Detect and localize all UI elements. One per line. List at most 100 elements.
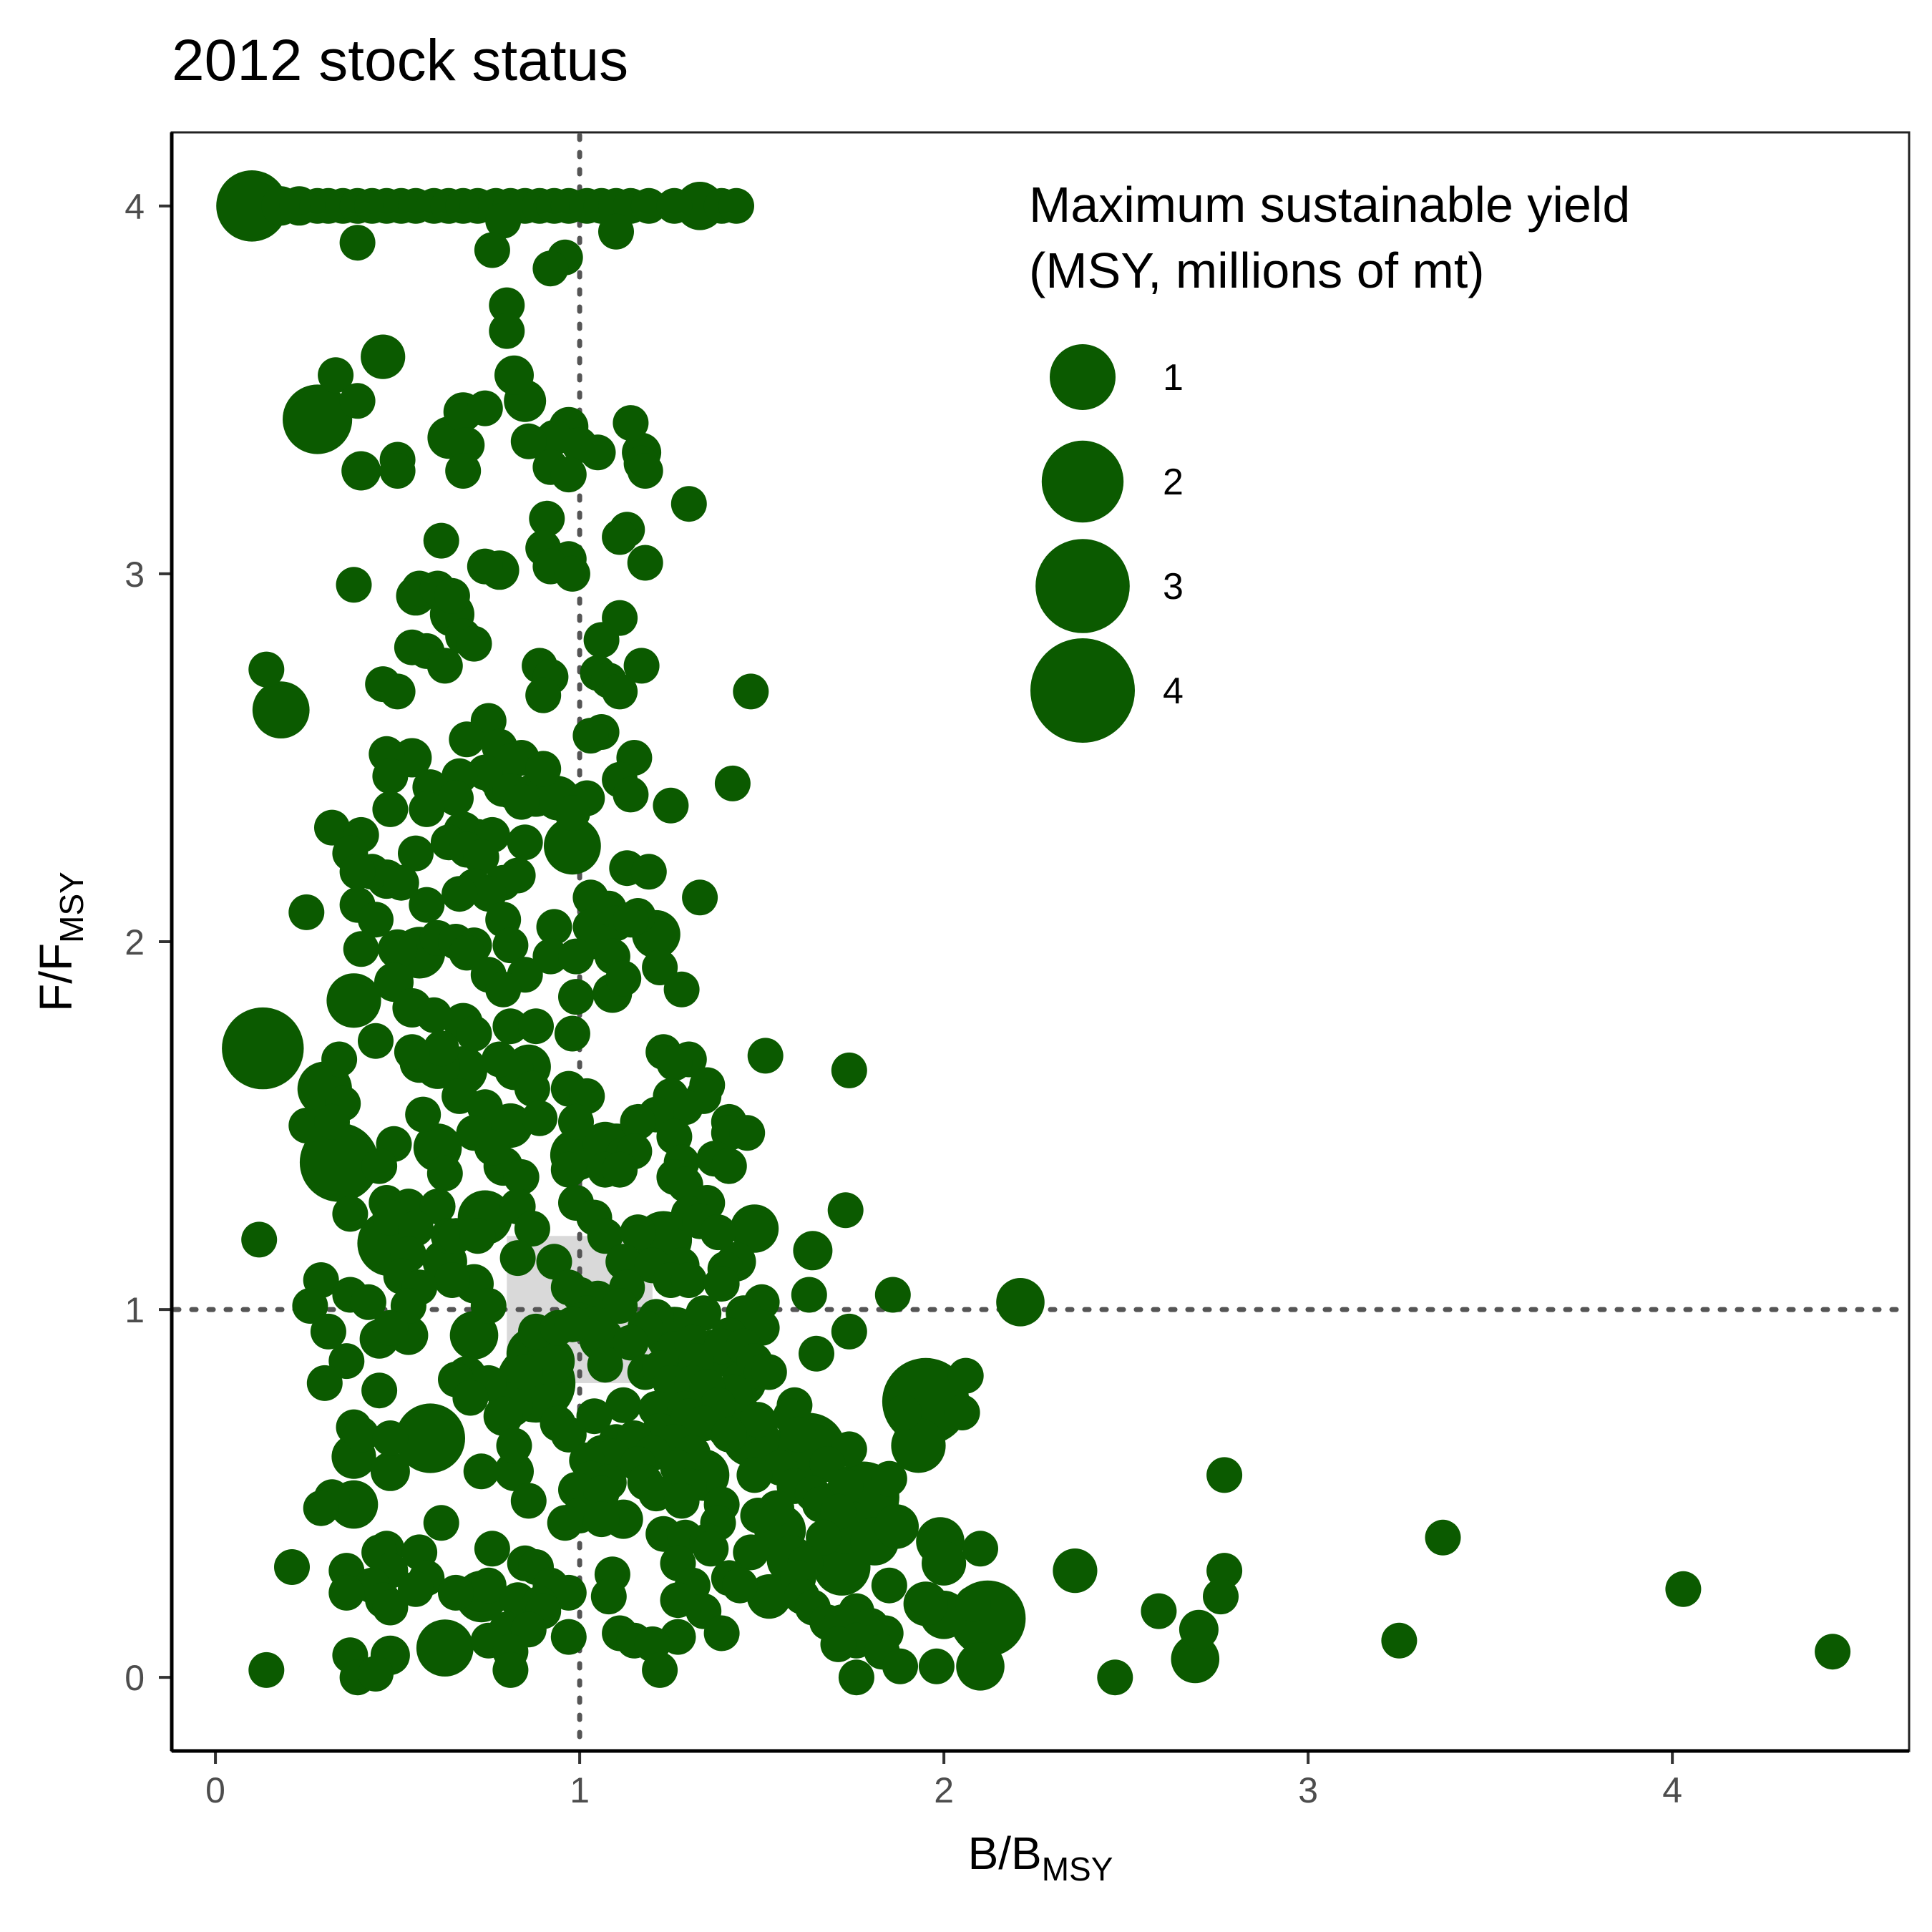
data-point bbox=[799, 1335, 834, 1372]
x-tick-label: 1 bbox=[570, 1770, 590, 1810]
data-point bbox=[642, 950, 678, 985]
data-point bbox=[670, 1262, 707, 1298]
data-point bbox=[663, 971, 700, 1008]
data-point bbox=[554, 1015, 590, 1052]
data-point bbox=[602, 1151, 638, 1188]
data-point bbox=[722, 1567, 758, 1604]
data-point bbox=[1179, 1609, 1219, 1649]
data-point bbox=[463, 839, 499, 875]
data-point bbox=[605, 1387, 642, 1423]
x-tick-label: 0 bbox=[205, 1770, 225, 1810]
data-point bbox=[544, 817, 601, 875]
legend-key bbox=[1030, 638, 1135, 743]
data-point bbox=[339, 854, 376, 890]
data-point bbox=[423, 1030, 459, 1067]
data-point bbox=[711, 1416, 747, 1453]
y-tick-label: 4 bbox=[125, 187, 145, 227]
data-point bbox=[343, 931, 379, 967]
data-point bbox=[248, 651, 285, 688]
data-point bbox=[434, 1262, 470, 1298]
data-point bbox=[306, 1365, 343, 1401]
data-point bbox=[292, 1288, 328, 1324]
data-point bbox=[326, 973, 381, 1028]
data-point bbox=[693, 1531, 729, 1567]
data-point bbox=[310, 1313, 346, 1350]
data-point bbox=[780, 1416, 816, 1453]
data-point bbox=[806, 1519, 842, 1556]
y-axis-title-sub: MSY bbox=[53, 872, 90, 943]
data-point bbox=[379, 453, 416, 489]
data-point bbox=[891, 1418, 946, 1473]
data-point bbox=[1425, 1519, 1461, 1556]
data-point bbox=[494, 1451, 534, 1491]
data-point bbox=[733, 1534, 769, 1571]
data-point bbox=[514, 1070, 550, 1107]
data-point bbox=[831, 1052, 867, 1088]
data-point bbox=[736, 1457, 773, 1493]
data-point bbox=[409, 887, 445, 923]
data-point bbox=[583, 1501, 620, 1538]
data-point bbox=[1815, 1634, 1851, 1670]
data-point bbox=[831, 1313, 867, 1350]
data-point bbox=[550, 457, 587, 493]
data-point bbox=[426, 1155, 463, 1191]
data-point bbox=[656, 187, 693, 224]
data-point bbox=[485, 203, 522, 239]
y-tick-label: 0 bbox=[125, 1658, 145, 1698]
data-point bbox=[793, 1231, 833, 1271]
data-point bbox=[456, 1015, 492, 1052]
data-point bbox=[580, 434, 616, 471]
legend-label: 1 bbox=[1163, 357, 1184, 399]
data-point bbox=[456, 625, 492, 662]
data-point bbox=[918, 1648, 955, 1684]
data-point bbox=[627, 545, 663, 581]
data-point bbox=[656, 1045, 693, 1081]
data-point bbox=[358, 1656, 394, 1692]
chart-title: 2012 stock status bbox=[172, 28, 628, 93]
data-point bbox=[222, 1007, 304, 1090]
legend-title-line1: Maximum sustainable yield bbox=[1029, 177, 1630, 233]
data-point bbox=[248, 1652, 285, 1688]
data-point bbox=[686, 1295, 722, 1332]
x-tick-label: 3 bbox=[1298, 1770, 1318, 1810]
legend-entries: 1 2 3 4 bbox=[1030, 344, 1184, 743]
data-point bbox=[483, 1396, 523, 1436]
data-point bbox=[605, 960, 642, 997]
data-point bbox=[482, 1041, 518, 1078]
data-point bbox=[529, 500, 565, 537]
data-point bbox=[1097, 1659, 1133, 1696]
data-point bbox=[751, 1354, 787, 1390]
data-point bbox=[730, 1204, 779, 1253]
data-point bbox=[328, 1574, 365, 1611]
data-point bbox=[474, 232, 510, 268]
y-axis-ticks: 0 1 2 3 4 bbox=[125, 187, 172, 1698]
data-point bbox=[485, 971, 522, 1008]
data-point bbox=[303, 1490, 339, 1526]
data-point bbox=[372, 1420, 409, 1456]
data-point bbox=[827, 1192, 864, 1229]
data-point bbox=[554, 1306, 590, 1342]
data-point bbox=[434, 577, 470, 614]
data-point bbox=[499, 1240, 536, 1277]
data-point bbox=[416, 997, 452, 1033]
data-point bbox=[459, 1218, 496, 1254]
data-point bbox=[550, 1619, 587, 1655]
data-point bbox=[955, 1586, 991, 1622]
data-point bbox=[663, 1483, 700, 1519]
data-point bbox=[372, 791, 409, 827]
data-point bbox=[613, 776, 649, 813]
legend-key bbox=[1050, 344, 1116, 410]
data-point bbox=[886, 1395, 922, 1430]
data-point bbox=[216, 170, 288, 242]
data-point bbox=[438, 1574, 474, 1611]
data-point bbox=[642, 1652, 678, 1688]
data-point bbox=[572, 718, 609, 754]
data-point bbox=[474, 1129, 510, 1166]
data-point bbox=[996, 1278, 1045, 1327]
data-point bbox=[274, 1549, 310, 1585]
data-point bbox=[623, 648, 660, 684]
data-point bbox=[372, 758, 409, 794]
data-point bbox=[398, 1571, 434, 1607]
data-point bbox=[922, 1541, 967, 1586]
